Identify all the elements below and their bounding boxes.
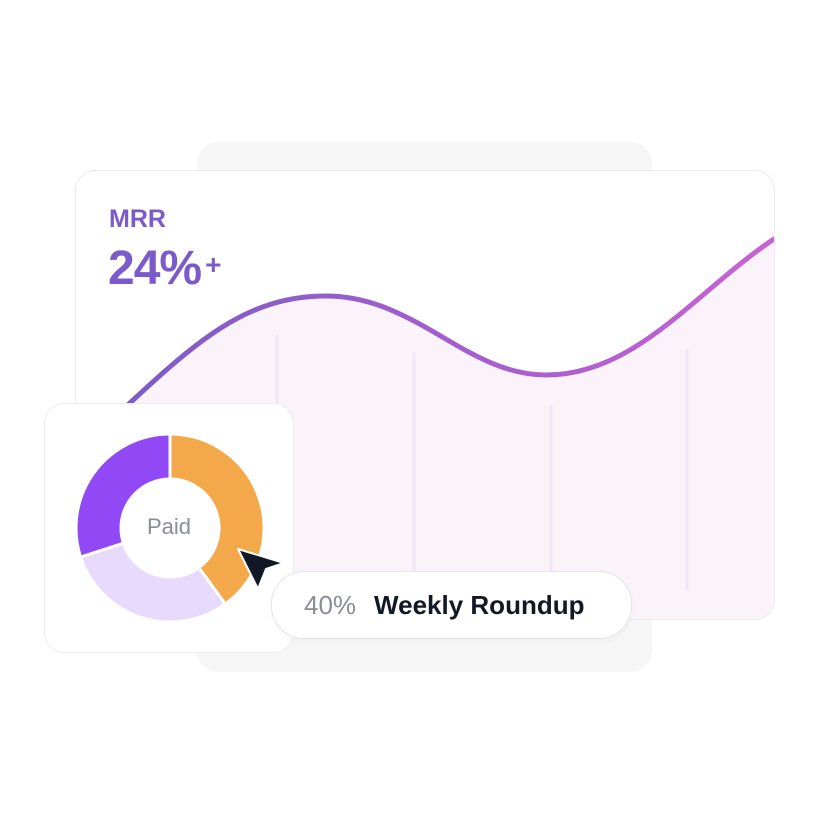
donut-segment-0 <box>168 432 266 607</box>
donut-card: Paid <box>44 403 294 653</box>
donut-chart <box>74 432 266 624</box>
metric-value: 24% + <box>108 241 221 296</box>
donut-center-label: Paid <box>146 514 192 539</box>
metric-label: MRR <box>109 205 166 233</box>
trend-line <box>113 236 774 419</box>
tooltip-percent: 40% <box>304 589 357 620</box>
donut-segment-2 <box>74 432 172 559</box>
donut-segment-1 <box>78 541 228 624</box>
cursor-arrow-icon <box>237 548 285 590</box>
tooltip-label: Weekly Roundup <box>374 589 585 620</box>
metric-suffix: + <box>205 249 221 280</box>
metric-number: 24% <box>108 242 202 295</box>
tooltip-pill: 40% Weekly Roundup <box>271 571 632 639</box>
